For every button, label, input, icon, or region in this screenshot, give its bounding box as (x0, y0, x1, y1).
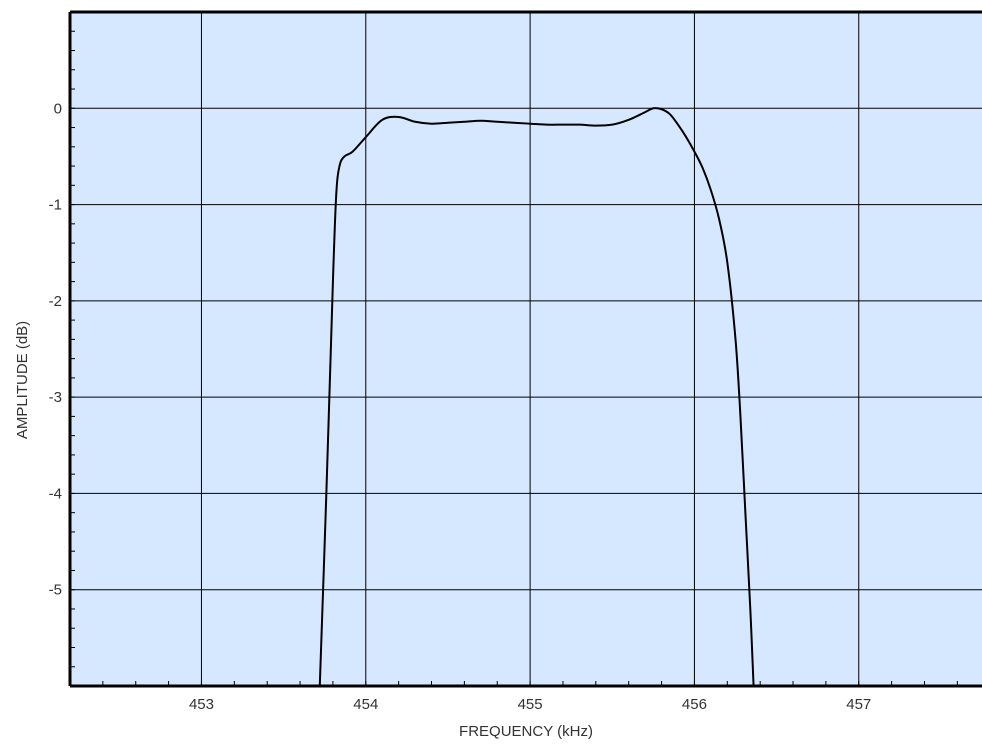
y-tick-label: 0 (54, 100, 62, 117)
x-axis-label: FREQUENCY (kHz) (459, 723, 593, 740)
x-tick-label: 454 (353, 696, 378, 713)
series-line-amplitude (318, 107, 755, 687)
y-axis-label: AMPLITUDE (dB) (14, 321, 31, 439)
y-tick-label: -4 (49, 485, 62, 502)
x-tick-labels: 453 454 455 456 457 (189, 696, 871, 713)
y-tick-label: -1 (49, 197, 62, 214)
y-tick-label: -2 (49, 293, 62, 310)
y-tick-label: -5 (49, 582, 62, 599)
y-tick-label: -3 (49, 389, 62, 406)
x-tick-label: 453 (189, 696, 214, 713)
y-tick-labels: 0 -1 -2 -3 -4 -5 (49, 100, 62, 598)
x-tick-label: 457 (846, 696, 871, 713)
x-tick-label: 455 (518, 696, 543, 713)
plot-area (70, 12, 982, 686)
x-tick-label: 456 (682, 696, 707, 713)
